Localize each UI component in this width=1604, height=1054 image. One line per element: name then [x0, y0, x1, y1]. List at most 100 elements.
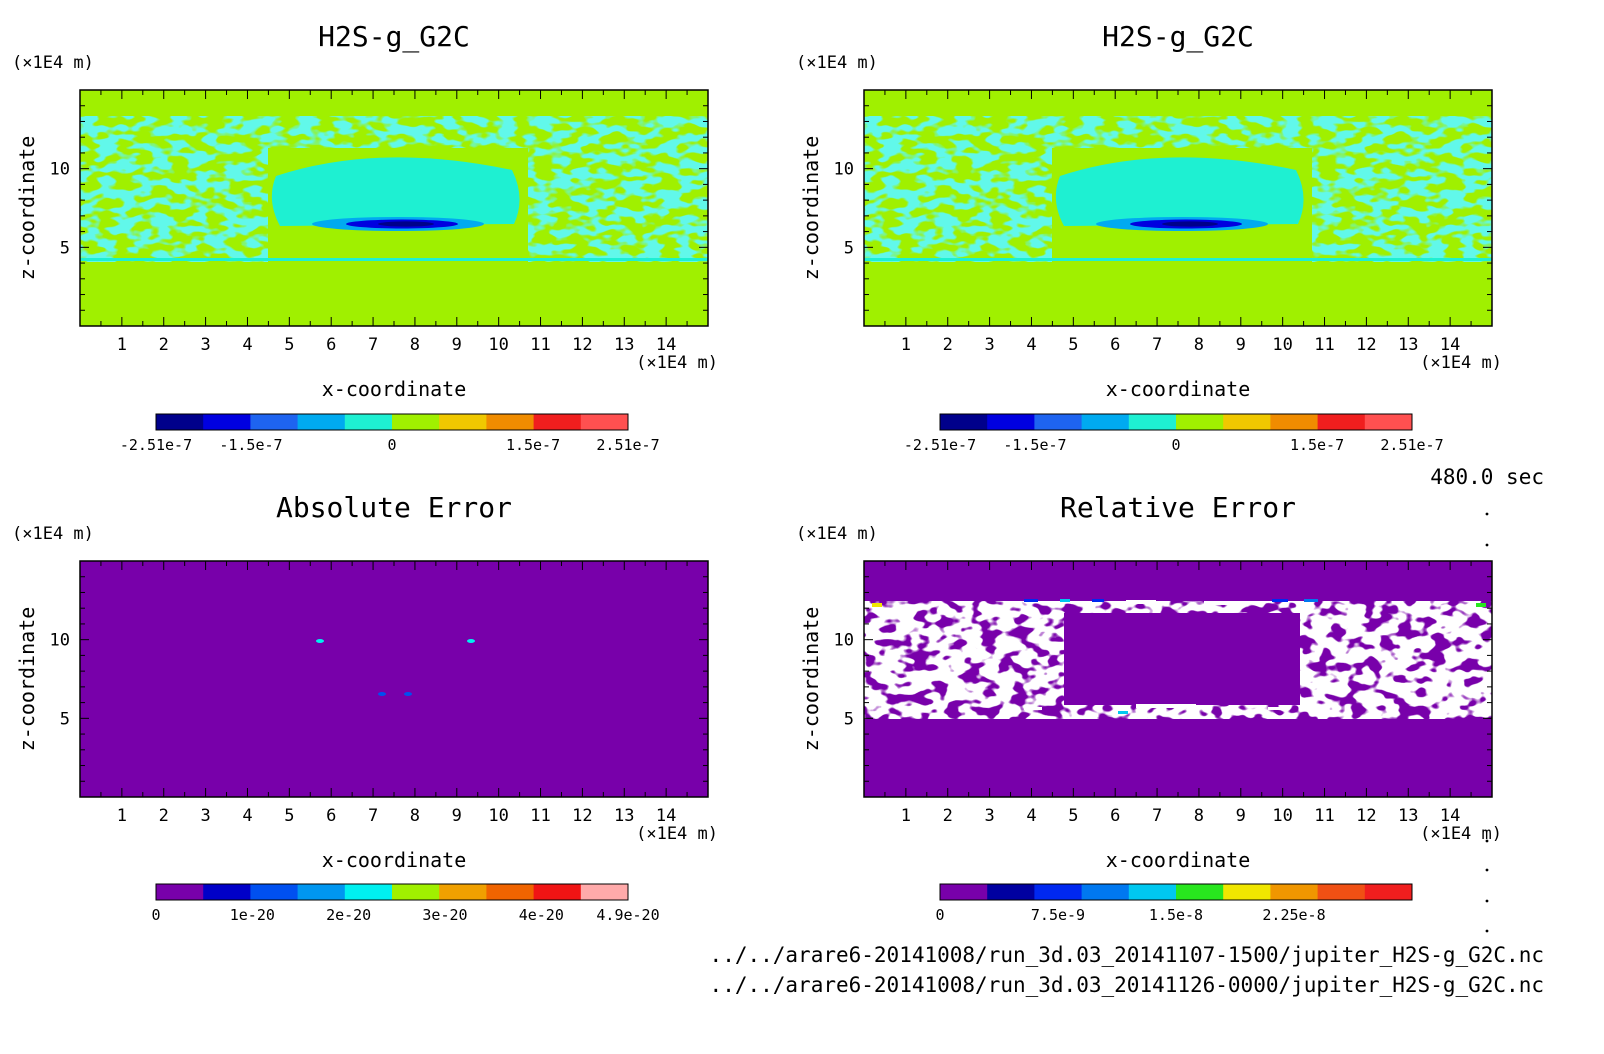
colorbar-label: 0 [1171, 436, 1180, 454]
colorbar-swatch [344, 884, 393, 900]
colorbar-swatch [1364, 414, 1413, 430]
x-tick-label: 14 [1440, 335, 1460, 355]
x-ticks: 1 2 3 4 5 6 7 8 9 10 11 12 13 14 [863, 90, 1493, 355]
x-tick-label: 1 [901, 335, 911, 355]
colorbar-swatch [580, 884, 629, 900]
colorbar-swatch [250, 414, 299, 430]
colorbar-swatch [486, 884, 535, 900]
error-spot [467, 639, 475, 643]
colorbar-label: -2.51e-7 [904, 436, 976, 454]
y-ticks: 5 10 [50, 560, 708, 798]
colorbar-swatch [1128, 414, 1177, 430]
colorbar: -2.51e-7 -1.5e-7 0 1.5e-7 2.51e-7 [904, 413, 1444, 454]
x-unit: (×1E4 m) [636, 824, 718, 844]
colorbar-swatch [1128, 884, 1177, 900]
x-tick-label: 9 [452, 806, 462, 826]
file-path-2: ../../arare6-20141008/run_3d.03_20141126… [709, 973, 1544, 997]
cloud-core-inner [1162, 221, 1218, 227]
x-tick-label: 6 [326, 806, 336, 826]
colorbar-swatch [1081, 414, 1130, 430]
y-tick-label: 10 [50, 631, 70, 651]
error-spot [404, 692, 412, 696]
colorbar-swatch [344, 414, 393, 430]
y-unit: (×1E4 m) [12, 53, 94, 73]
file-path-1: ../../arare6-20141008/run_3d.03_20141107… [709, 943, 1544, 967]
colorbar-label: 2e-20 [326, 906, 371, 924]
x-tick-label: 5 [1068, 335, 1078, 355]
colorbar-swatch [156, 884, 204, 900]
colorbar-swatch [940, 884, 988, 900]
x-tick-label: 7 [368, 335, 378, 355]
x-ticks: 1 2 3 4 5 6 7 8 9 10 11 12 13 14 [79, 561, 709, 826]
y-axis-label: z-coordinate [799, 136, 823, 281]
x-unit: (×1E4 m) [636, 353, 718, 373]
colorbar-label: 2.25e-8 [1262, 906, 1325, 924]
colorbar-frame [939, 413, 1413, 431]
x-tick-label: 7 [1152, 806, 1162, 826]
x-axis-label: x-coordinate [1106, 848, 1251, 872]
x-tick-label: 13 [1398, 335, 1418, 355]
cloud-mask [1064, 613, 1300, 705]
colorbar-label: 1.5e-7 [506, 436, 560, 454]
colorbar-frame [939, 883, 1413, 901]
panel-title: Relative Error [1060, 491, 1296, 524]
colorbar-swatch [156, 414, 204, 430]
colorbar-swatch [439, 414, 487, 430]
y-axis-label: z-coordinate [15, 136, 39, 281]
y-tick-label: 5 [844, 238, 854, 258]
x-tick-label: 13 [1398, 806, 1418, 826]
x-tick-label: 6 [326, 335, 336, 355]
x-tick-label: 11 [1314, 335, 1334, 355]
x-tick-label: 12 [572, 806, 592, 826]
y-tick-label: 5 [60, 238, 70, 258]
x-tick-label: 3 [200, 806, 210, 826]
panel-title: Absolute Error [276, 491, 512, 524]
x-tick-label: 7 [368, 806, 378, 826]
colorbar: -2.51e-7 -1.5e-7 0 1.5e-7 2.51e-7 [120, 413, 660, 454]
y-tick-label: 5 [60, 709, 70, 729]
y-tick-label: 10 [834, 160, 854, 180]
colorbar-label: 1e-20 [230, 906, 275, 924]
y-unit: (×1E4 m) [796, 524, 878, 544]
x-tick-label: 13 [614, 335, 634, 355]
colorbar-swatch [392, 884, 440, 900]
x-tick-label: 10 [488, 335, 508, 355]
colorbar-label: 0 [151, 906, 160, 924]
x-tick-label: 1 [901, 806, 911, 826]
x-tick-label: 11 [530, 806, 550, 826]
x-tick-label: 9 [1236, 335, 1246, 355]
colorbar-swatch [1176, 884, 1224, 900]
colorbar-label: 1.5e-8 [1149, 906, 1203, 924]
layer-band [864, 258, 1492, 261]
panel-title: H2S-g_G2C [1102, 20, 1254, 54]
colorbar-swatch [987, 884, 1035, 900]
colorbar-swatch [1176, 414, 1224, 430]
colorbar-swatch [987, 414, 1035, 430]
cloud-core-inner [378, 221, 434, 227]
x-axis-label: x-coordinate [1106, 377, 1251, 401]
colorbar-label: 2.51e-7 [1380, 436, 1443, 454]
y-unit: (×1E4 m) [796, 53, 878, 73]
colorbar-swatch [297, 884, 346, 900]
top-band-spots [1024, 599, 1318, 605]
colorbar-frame [155, 413, 629, 431]
y-axis-label: z-coordinate [15, 607, 39, 752]
colorbar-swatch [1081, 884, 1130, 900]
x-tick-label: 8 [1194, 335, 1204, 355]
colorbar: 0 7.5e-9 1.5e-8 2.25e-8 [935, 883, 1413, 924]
x-tick-label: 3 [984, 335, 994, 355]
y-ticks: 5 10 [834, 89, 1492, 327]
colorbar-swatch [1034, 884, 1083, 900]
time-label: 480.0 sec [1430, 465, 1544, 489]
colorbar-swatch [1034, 414, 1083, 430]
colorbar-label: 7.5e-9 [1031, 906, 1085, 924]
x-tick-label: 6 [1110, 806, 1120, 826]
x-tick-label: 12 [1356, 806, 1376, 826]
colorbar-swatch [203, 884, 251, 900]
x-tick-label: 8 [1194, 806, 1204, 826]
y-unit: (×1E4 m) [12, 524, 94, 544]
x-tick-label: 5 [284, 335, 294, 355]
x-tick-label: 4 [242, 806, 252, 826]
